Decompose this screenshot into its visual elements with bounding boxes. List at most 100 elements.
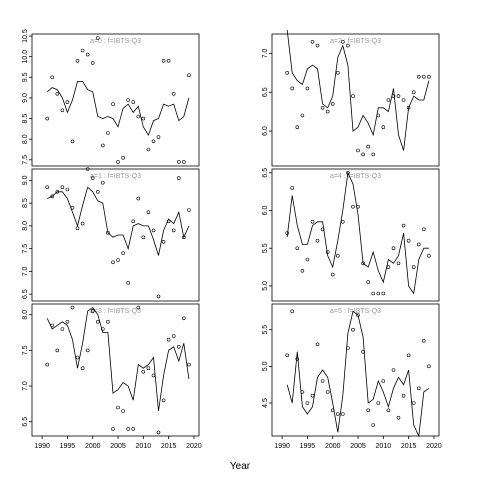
observed-point bbox=[45, 362, 50, 367]
observed-point bbox=[421, 227, 426, 232]
observed-point bbox=[131, 100, 135, 104]
observed-point bbox=[295, 357, 300, 361]
y-tick-label: 6.0 bbox=[262, 126, 269, 136]
observed-point bbox=[146, 366, 151, 371]
observed-point bbox=[96, 190, 100, 194]
observed-point bbox=[305, 401, 310, 405]
observed-point bbox=[335, 71, 340, 75]
observed-point bbox=[136, 196, 141, 201]
observed-point bbox=[141, 116, 146, 121]
x-tick-label: 2010 bbox=[136, 443, 152, 450]
observed-point bbox=[340, 220, 345, 224]
fitted-line bbox=[286, 30, 430, 151]
observed-point bbox=[60, 327, 65, 331]
observed-point bbox=[416, 242, 421, 247]
observed-point bbox=[55, 190, 60, 194]
observed-point bbox=[85, 348, 90, 353]
y-tick-label: 5.5 bbox=[262, 243, 269, 253]
observed-point bbox=[146, 147, 151, 152]
observed-point bbox=[396, 415, 401, 420]
panel-grid: a=0 : f=IBTS-Q37.58.08.59.09.510.010.5 a=… bbox=[22, 29, 442, 450]
observed-point bbox=[285, 353, 290, 358]
observed-point bbox=[295, 246, 300, 250]
observed-point bbox=[96, 36, 100, 40]
observed-point bbox=[371, 291, 376, 296]
observed-point bbox=[406, 353, 411, 358]
observed-point bbox=[310, 39, 315, 44]
observed-point bbox=[411, 265, 416, 269]
observed-point bbox=[171, 92, 176, 96]
y-tick-label: 9.0 bbox=[22, 93, 29, 103]
observed-point bbox=[406, 106, 411, 110]
observed-point bbox=[171, 228, 176, 233]
observed-point bbox=[166, 58, 171, 63]
observed-point bbox=[427, 253, 431, 258]
observed-point bbox=[70, 305, 75, 310]
observed-point bbox=[391, 94, 396, 98]
observed-point bbox=[101, 327, 105, 331]
fitted-line bbox=[286, 310, 430, 438]
panel-frame bbox=[31, 168, 200, 302]
y-tick-label: 6.5 bbox=[262, 168, 269, 178]
observed-point bbox=[340, 412, 345, 416]
observed-point bbox=[177, 344, 181, 349]
y-tick-label: 6.5 bbox=[22, 417, 29, 427]
observed-point bbox=[131, 427, 135, 431]
observed-point bbox=[156, 294, 161, 299]
observed-point bbox=[136, 305, 141, 310]
y-tick-label: 5.0 bbox=[262, 281, 269, 291]
y-tick-label: 6.5 bbox=[262, 87, 269, 97]
observed-point bbox=[391, 368, 396, 372]
observed-point bbox=[376, 113, 381, 118]
observed-point bbox=[75, 58, 80, 63]
y-tick-label: 8.5 bbox=[22, 198, 29, 208]
observed-point bbox=[177, 176, 181, 180]
observed-point bbox=[161, 58, 166, 63]
observed-point bbox=[187, 73, 191, 77]
panel-label: a=1 : f=IBTS-Q3 bbox=[90, 173, 141, 180]
observed-point bbox=[96, 319, 100, 324]
observed-point bbox=[111, 102, 115, 106]
observed-point bbox=[320, 379, 325, 383]
observed-point bbox=[325, 109, 330, 114]
panel-frame bbox=[271, 303, 440, 437]
y-tick-label: 5.0 bbox=[262, 361, 269, 371]
observed-point bbox=[187, 208, 191, 212]
observed-point bbox=[386, 265, 391, 269]
observed-point bbox=[290, 186, 295, 190]
x-tick-label: 2015 bbox=[161, 443, 177, 450]
observed-point bbox=[131, 219, 135, 224]
observed-point bbox=[80, 221, 85, 226]
observed-point bbox=[156, 430, 161, 435]
observed-point bbox=[416, 74, 421, 79]
observed-point bbox=[161, 240, 166, 244]
x-tick-label: 2000 bbox=[325, 443, 341, 450]
observed-point bbox=[346, 171, 350, 175]
observed-point bbox=[116, 160, 120, 164]
fitted-line bbox=[46, 81, 190, 137]
x-tick-label: 2005 bbox=[350, 443, 366, 450]
panel-label: a=0 : f=IBTS-Q3 bbox=[90, 38, 141, 45]
observed-point bbox=[126, 427, 130, 431]
observed-point bbox=[381, 125, 386, 129]
observed-point bbox=[151, 373, 156, 378]
observed-point bbox=[182, 235, 186, 240]
observed-point bbox=[121, 409, 125, 413]
observed-point bbox=[116, 405, 120, 410]
observed-point bbox=[161, 398, 166, 403]
observed-point bbox=[151, 139, 156, 144]
x-tick-label: 1995 bbox=[60, 443, 76, 450]
observed-point bbox=[126, 280, 130, 285]
observed-point bbox=[371, 423, 376, 427]
observed-point bbox=[290, 309, 295, 314]
y-tick-label: 7.5 bbox=[22, 244, 29, 254]
observed-point bbox=[315, 238, 320, 243]
observed-point bbox=[356, 204, 360, 209]
panel-label: a=5 : f=IBTS-Q3 bbox=[330, 308, 381, 315]
observed-point bbox=[361, 152, 365, 157]
observed-point bbox=[65, 187, 70, 192]
observed-point bbox=[60, 108, 65, 113]
y-tick-label: 7.0 bbox=[262, 48, 269, 58]
y-tick-label: 8.0 bbox=[22, 134, 29, 144]
observed-point bbox=[85, 52, 90, 57]
